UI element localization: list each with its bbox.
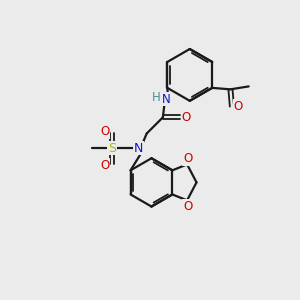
Text: O: O bbox=[183, 152, 192, 165]
Text: O: O bbox=[100, 125, 109, 138]
Text: N: N bbox=[134, 142, 143, 155]
Text: O: O bbox=[183, 200, 192, 213]
Text: O: O bbox=[100, 158, 109, 172]
Text: O: O bbox=[182, 111, 191, 124]
Text: O: O bbox=[234, 100, 243, 113]
Text: S: S bbox=[108, 142, 116, 155]
Text: H: H bbox=[152, 92, 161, 104]
Text: N: N bbox=[162, 93, 171, 106]
